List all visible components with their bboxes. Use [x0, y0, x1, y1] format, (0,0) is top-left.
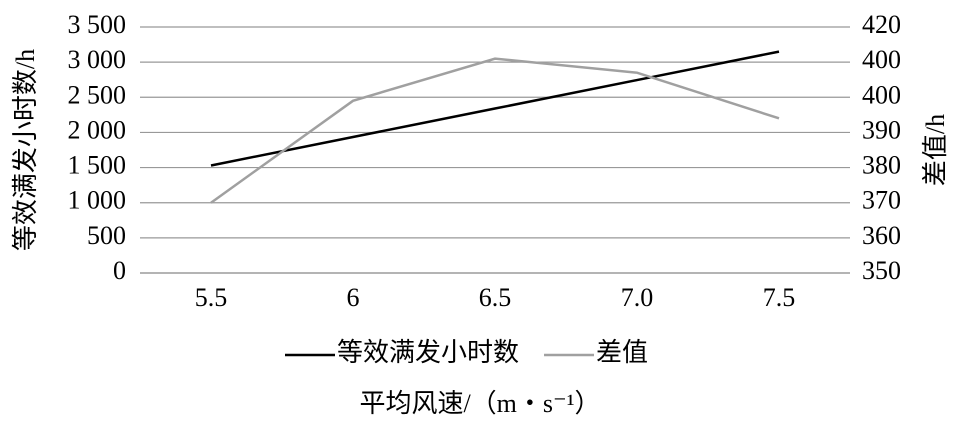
- y2-tick-label: 380: [862, 151, 901, 180]
- y-tick-label: 2 000: [68, 115, 127, 144]
- y2-tick-label: 400: [862, 45, 901, 74]
- x-tick-label: 5.5: [195, 283, 228, 312]
- legend-label: 等效满发小时数: [337, 338, 519, 367]
- data-line: [210, 57, 780, 204]
- y2-tick-label: 350: [862, 256, 901, 285]
- y2-tick-label: 420: [862, 10, 901, 39]
- legend-label: 差值: [596, 338, 648, 367]
- x-axis-title: 平均风速/（m・s⁻¹）: [359, 389, 600, 418]
- x-tick-label: 7.0: [621, 283, 654, 312]
- y2-tick-label: 360: [862, 221, 901, 250]
- y-tick-label: 1 000: [68, 186, 127, 215]
- y-axis-title: 等效满发小时数/h: [11, 49, 40, 251]
- y2-tick-label: 400: [862, 80, 901, 109]
- y-tick-label: 2 500: [68, 80, 127, 109]
- y2-axis-title: 差值/h: [921, 114, 950, 186]
- y-tick-label: 1 500: [68, 151, 127, 180]
- y-tick-label: 3 500: [68, 10, 127, 39]
- x-tick-label: 6.5: [479, 283, 512, 312]
- y-tick-label: 3 000: [68, 45, 127, 74]
- y-tick-label: 0: [113, 256, 126, 285]
- y-tick-label: 500: [87, 221, 126, 250]
- y2-tick-label: 390: [862, 115, 901, 144]
- x-tick-label: 7.5: [763, 283, 796, 312]
- x-tick-label: 6: [347, 283, 360, 312]
- data-line: [210, 50, 780, 167]
- y2-tick-label: 370: [862, 186, 901, 215]
